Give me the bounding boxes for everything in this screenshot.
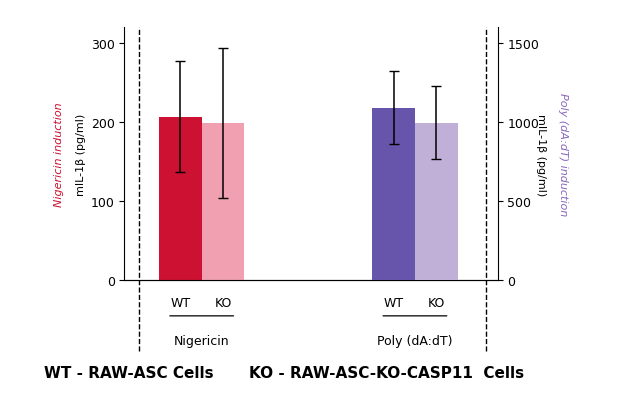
Text: Nigericin: Nigericin (174, 334, 230, 347)
Text: mIL-1β (pg/ml): mIL-1β (pg/ml) (536, 113, 545, 195)
Bar (202, 124, 244, 281)
Text: KO: KO (427, 296, 445, 309)
Text: mIL-1β (pg/ml): mIL-1β (pg/ml) (77, 113, 86, 195)
Bar (159, 117, 202, 281)
Text: Poly (dA:dT): Poly (dA:dT) (377, 334, 453, 347)
Text: Poly (dA:dT) induction: Poly (dA:dT) induction (558, 93, 568, 216)
Text: WT: WT (384, 296, 404, 309)
Text: WT: WT (170, 296, 190, 309)
Bar (373, 109, 415, 281)
Bar (415, 124, 458, 281)
Text: KO: KO (215, 296, 232, 309)
Text: Nigericin induction: Nigericin induction (54, 102, 64, 207)
Text: KO - RAW-ASC-KO-CASP11  Cells: KO - RAW-ASC-KO-CASP11 Cells (249, 365, 524, 380)
Text: WT - RAW-ASC Cells: WT - RAW-ASC Cells (44, 365, 213, 380)
